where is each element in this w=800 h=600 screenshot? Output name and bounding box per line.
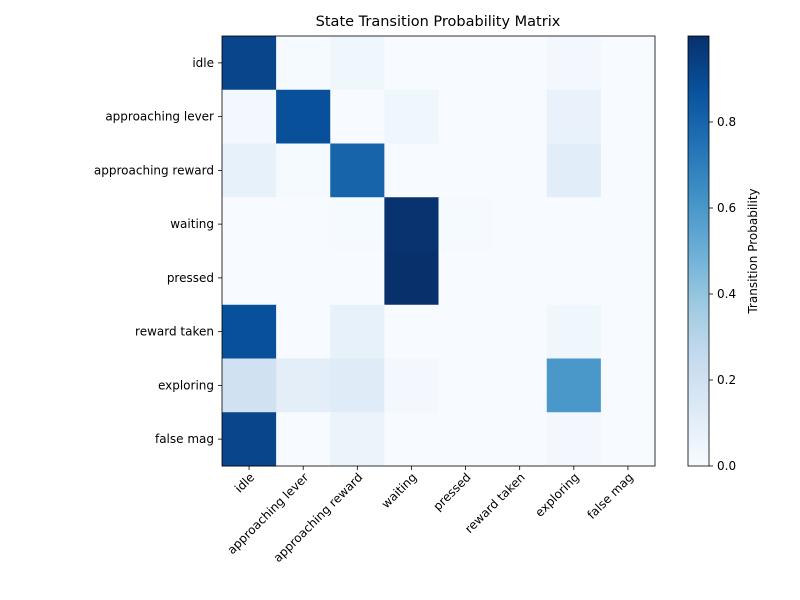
heatmap-cell xyxy=(276,304,331,359)
y-tick-labels: idle approaching lever approaching reward w… xyxy=(94,56,222,446)
heatmap-cell xyxy=(546,197,602,252)
y-tick-label: approaching reward xyxy=(94,163,214,177)
heatmap-cell xyxy=(546,358,602,413)
heatmap-cell xyxy=(492,304,548,359)
heatmap-cell xyxy=(330,358,385,413)
y-tick-label: idle xyxy=(192,56,214,70)
heatmap-cell xyxy=(330,89,385,144)
heatmap-cell xyxy=(384,304,439,359)
heatmap-cell xyxy=(492,89,548,144)
colorbar-label: Transition Probability xyxy=(746,188,760,314)
heatmap-cell xyxy=(600,197,656,252)
heatmap-cell xyxy=(222,36,277,91)
heatmap-cell xyxy=(438,36,494,91)
heatmap-cell xyxy=(438,143,494,198)
heatmap-cell xyxy=(330,197,385,252)
y-tick-label: approaching lever xyxy=(105,110,214,124)
heatmap-cell xyxy=(546,251,602,306)
colorbar-tick-label: 0.4 xyxy=(717,287,736,301)
x-tick-label: false mag xyxy=(584,470,636,522)
heatmap-cell xyxy=(384,36,439,91)
heatmap-cell xyxy=(222,89,277,144)
heatmap-cell xyxy=(492,412,548,467)
heatmap-cell xyxy=(222,251,277,306)
heatmap-cell xyxy=(384,412,439,467)
heatmap-cell xyxy=(276,143,331,198)
heatmap-cell xyxy=(330,412,385,467)
colorbar-tick-label: 0.0 xyxy=(717,459,736,473)
heatmap-cell xyxy=(384,197,439,252)
heatmap-cell xyxy=(384,143,439,198)
heatmap-cell xyxy=(600,412,656,467)
heatmap-cell xyxy=(492,197,548,252)
heatmap-cells xyxy=(222,36,656,467)
heatmap-cell xyxy=(546,89,602,144)
y-tick-label: reward taken xyxy=(135,325,214,339)
heatmap-cell xyxy=(222,197,277,252)
heatmap-cell xyxy=(330,251,385,306)
x-tick-label: waiting xyxy=(379,470,420,511)
heatmap-cell xyxy=(492,143,548,198)
heatmap-cell xyxy=(438,251,494,306)
heatmap-cell xyxy=(276,89,331,144)
chart-title: State Transition Probability Matrix xyxy=(316,14,561,30)
heatmap-cell xyxy=(222,304,277,359)
heatmap-cell xyxy=(438,197,494,252)
colorbar-ticks: 0.0 0.2 0.4 0.6 0.8 xyxy=(709,115,736,473)
heatmap-cell xyxy=(276,412,331,467)
heatmap-cell xyxy=(600,251,656,306)
heatmap-cell xyxy=(546,36,602,91)
y-tick-label: false mag xyxy=(155,432,214,446)
y-tick-label: exploring xyxy=(158,378,214,392)
x-tick-label: idle xyxy=(232,470,257,495)
heatmap-cell xyxy=(438,412,494,467)
x-tick-label: pressed xyxy=(430,470,473,513)
heatmap-cell xyxy=(600,304,656,359)
heatmap-cell xyxy=(546,304,602,359)
heatmap-cell xyxy=(438,304,494,359)
heatmap-cell xyxy=(276,251,331,306)
heatmap-cell xyxy=(492,251,548,306)
heatmap-cell xyxy=(600,36,656,91)
heatmap-cell xyxy=(546,143,602,198)
heatmap-cell xyxy=(600,358,656,413)
heatmap-cell xyxy=(222,412,277,467)
y-tick-label: pressed xyxy=(167,271,214,285)
heatmap-cell xyxy=(384,89,439,144)
plot-frame xyxy=(221,35,656,467)
heatmap-cell xyxy=(276,36,331,91)
colorbar-tick-label: 0.2 xyxy=(717,373,736,387)
heatmap-cell xyxy=(438,358,494,413)
heatmap-cell xyxy=(222,358,277,413)
heatmap-cell xyxy=(330,36,385,91)
x-tick-label: exploring xyxy=(532,470,582,520)
heatmap-cell xyxy=(276,358,331,413)
heatmap-cell xyxy=(600,143,656,198)
heatmap-cell xyxy=(384,358,439,413)
heatmap-cell xyxy=(222,143,277,198)
heatmap-cell xyxy=(384,251,439,306)
colorbar-tick-label: 0.8 xyxy=(717,115,736,129)
heatmap-cell xyxy=(492,358,548,413)
heatmap-cell xyxy=(330,143,385,198)
colorbar-tick-label: 0.6 xyxy=(717,201,736,215)
x-tick-label: approaching reward xyxy=(271,470,366,565)
heatmap-cell xyxy=(492,36,548,91)
heatmap-cell xyxy=(438,89,494,144)
heatmap-cell xyxy=(276,197,331,252)
heatmap-cell xyxy=(330,304,385,359)
heatmap-cell xyxy=(546,412,602,467)
colorbar xyxy=(687,35,710,467)
heatmap-cell xyxy=(600,89,656,144)
y-tick-label: waiting xyxy=(170,217,214,231)
